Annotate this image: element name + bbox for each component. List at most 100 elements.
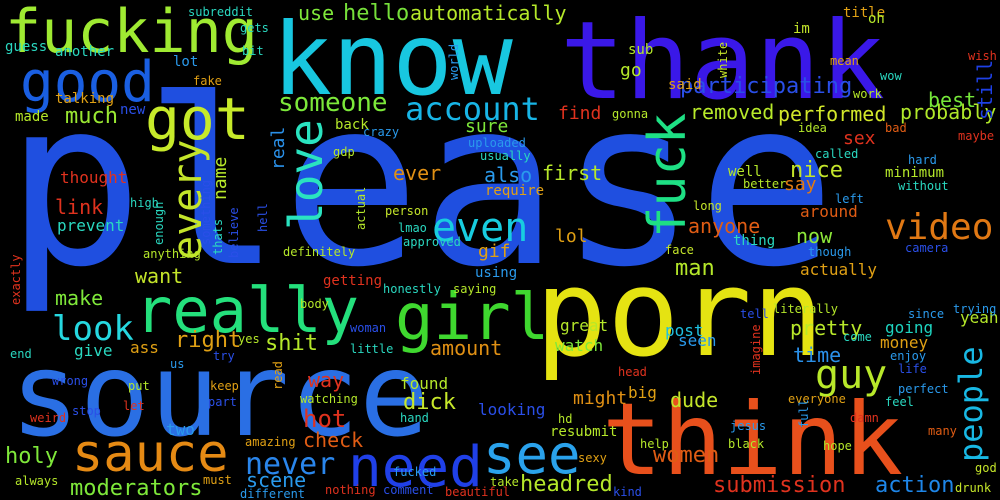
word-think: think (602, 381, 904, 498)
word-ever: ever (393, 161, 442, 185)
word-title: title (843, 5, 886, 21)
word-going: going (885, 318, 934, 337)
word-face: face (665, 243, 694, 257)
word-even: even (432, 205, 529, 251)
word-made: made (15, 109, 49, 125)
word-literally: literally (773, 302, 839, 316)
word-big: big (628, 383, 657, 402)
word-exactly: exactly (9, 254, 23, 305)
word-never: never (245, 447, 336, 482)
word-guy: guy (815, 352, 888, 398)
word-check: check (303, 428, 364, 452)
word-subreddit: subreddit (188, 5, 254, 19)
word-part: part (208, 395, 237, 409)
word-prevent: prevent (57, 216, 125, 235)
word-since: since (908, 307, 945, 321)
word-perfect: perfect (898, 382, 949, 396)
word-want: want (135, 264, 184, 288)
word-now: now (796, 224, 833, 248)
word-end: end (10, 347, 32, 361)
word-read: read (271, 361, 285, 390)
word-yes: yes (238, 332, 260, 346)
word-way: way (308, 368, 345, 392)
word-amazing: amazing (245, 435, 296, 449)
word-money: money (880, 333, 929, 352)
word-uploaded: uploaded (468, 136, 526, 150)
word-make: make (55, 286, 104, 310)
word-actually: actually (800, 260, 878, 279)
word-high: high (130, 196, 159, 210)
word-watch: watch (555, 336, 604, 355)
word-new: new (120, 102, 146, 118)
word-scene: scene (246, 468, 307, 492)
word-moderators: moderators (70, 476, 203, 500)
word-saying: saying (453, 282, 497, 296)
word-though: though (808, 245, 852, 259)
word-nothing: nothing (325, 483, 376, 497)
word-definitely: definitely (283, 245, 356, 259)
word-fucking: fucking (5, 0, 258, 67)
word-tell: tell (740, 307, 769, 321)
word-time: time (793, 343, 842, 367)
word-someone: someone (278, 88, 388, 118)
word-know: know (272, 1, 513, 118)
word-removed: removed (690, 100, 775, 124)
word-hello: hello (343, 1, 410, 26)
word-trying: trying (953, 302, 997, 316)
word-approved: approved (403, 235, 461, 249)
word-lol: lol (555, 226, 588, 247)
word-name: name (210, 156, 231, 200)
word-people: people (952, 346, 990, 462)
word-hand: hand (400, 411, 429, 425)
word-better: better (743, 177, 787, 191)
word-wow: wow (880, 69, 902, 83)
word-minimum: minimum (885, 165, 945, 181)
word-right: right (175, 328, 242, 353)
word-life: life (898, 362, 927, 376)
word-enough: enough (152, 201, 166, 245)
word-believe: believe (227, 207, 241, 258)
word-using: using (475, 265, 518, 281)
word-sub: sub (628, 42, 654, 58)
word-anyone: anyone (688, 214, 761, 238)
word-still: still (973, 59, 997, 120)
word-best: best (928, 88, 977, 112)
word-hope: hope (823, 439, 852, 453)
word-try: try (213, 349, 235, 363)
word-imagine: imagine (749, 324, 763, 375)
word-post: post (665, 321, 704, 340)
word-need: need (348, 435, 483, 500)
word-see: see (483, 423, 581, 486)
word-use: use (298, 1, 335, 25)
word-take: take (490, 475, 519, 489)
word-probably: probably (900, 100, 997, 124)
word-black: black (728, 437, 765, 451)
word-give: give (74, 341, 113, 360)
word-nice: nice (790, 158, 843, 183)
word-gets: gets (240, 21, 269, 35)
word-found: found (400, 374, 449, 393)
word-little: little (350, 342, 394, 356)
word-drunk: drunk (955, 481, 992, 495)
word-bad: bad (885, 121, 907, 135)
word-please: please (5, 51, 836, 318)
word-jesus: jesus (730, 419, 767, 433)
word-god: god (975, 461, 997, 475)
word-love: love (279, 119, 333, 230)
word-fuck: fuck (638, 112, 698, 238)
word-feel: feel (885, 395, 914, 409)
word-performed: performed (778, 102, 887, 126)
word-full: full (797, 399, 811, 428)
word-body: body (300, 297, 329, 311)
word-idea: idea (798, 121, 827, 135)
word-fucked: fucked (393, 465, 437, 479)
word-sex: sex (843, 128, 876, 149)
word-everyone: everyone (788, 392, 846, 406)
word-account: account (405, 90, 540, 128)
word-kind: kind (613, 485, 642, 499)
word-find: find (558, 103, 602, 124)
word-women: women (653, 443, 720, 468)
word-thing: thing (733, 233, 776, 249)
word-person: person (385, 204, 429, 218)
